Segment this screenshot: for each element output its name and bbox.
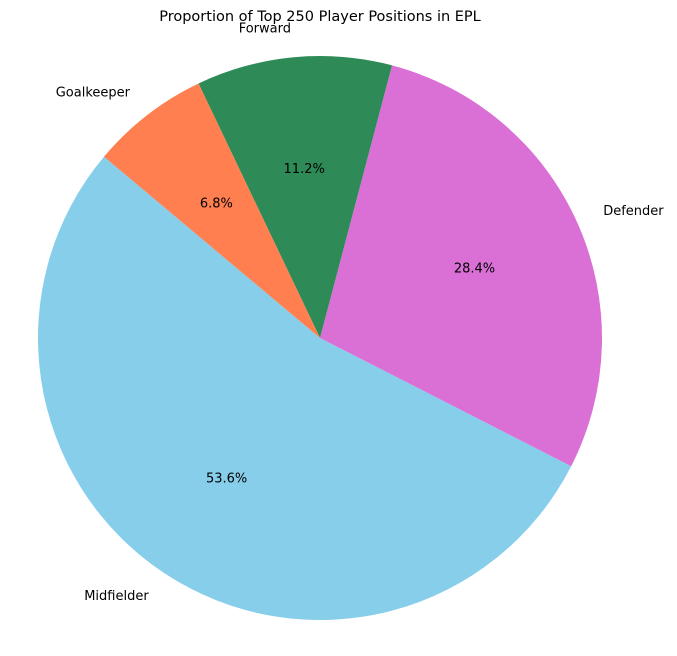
pct-label-defender: 28.4% <box>454 262 495 277</box>
pie-slices <box>37 56 602 621</box>
slice-label-forward: Forward <box>239 22 291 37</box>
pct-label-midfielder: 53.6% <box>206 472 247 487</box>
slice-label-goalkeeper: Goalkeeper <box>56 85 131 100</box>
pie-slice-forward <box>198 56 393 338</box>
slice-label-defender: Defender <box>603 204 664 219</box>
slice-label-midfielder: Midfielder <box>84 589 149 604</box>
pct-label-goalkeeper: 6.8% <box>200 197 233 212</box>
chart-title: Proportion of Top 250 Player Positions i… <box>159 9 481 25</box>
pie-slice-midfielder <box>37 156 572 621</box>
pct-label-forward: 11.2% <box>284 162 325 177</box>
pie-labels: Midfielder 53.6% Defender 28.4% Forward 11.2%… <box>56 22 665 604</box>
pie-slice-goalkeeper <box>103 83 320 338</box>
pie-slice-defender <box>320 65 602 467</box>
